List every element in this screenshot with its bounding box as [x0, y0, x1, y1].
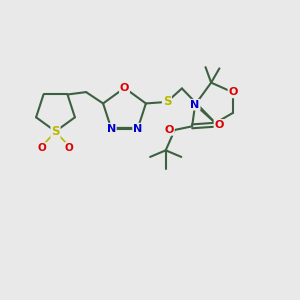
- Text: N: N: [190, 100, 200, 110]
- Text: O: O: [37, 143, 46, 153]
- Text: O: O: [65, 143, 74, 153]
- Text: N: N: [133, 124, 142, 134]
- Text: O: O: [165, 125, 174, 135]
- Text: S: S: [163, 95, 171, 108]
- Text: S: S: [51, 125, 60, 138]
- Text: O: O: [214, 120, 224, 130]
- Text: N: N: [106, 124, 116, 134]
- Text: O: O: [228, 87, 238, 98]
- Text: O: O: [120, 83, 129, 93]
